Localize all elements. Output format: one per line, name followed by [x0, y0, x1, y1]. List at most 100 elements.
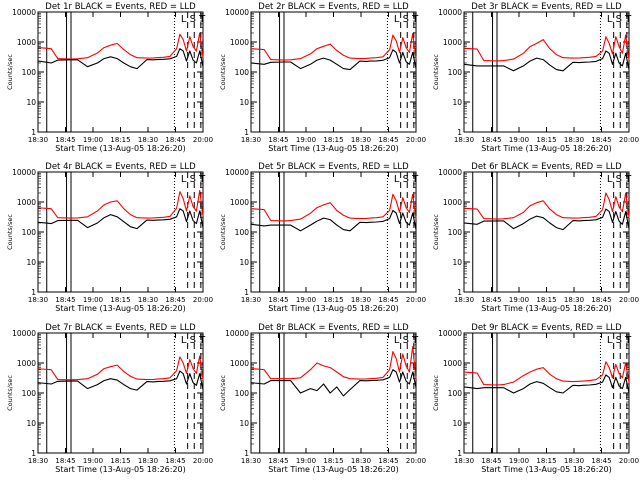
panel-det-5: Det 5r BLACK = Events, RED = LLD 1 10 100 10… [219, 162, 426, 313]
x-tick-label: 19:00 [83, 296, 103, 304]
y-tick-label: 1 [457, 288, 462, 297]
x-tick-label: 18:15 [110, 136, 130, 144]
series-line-lld [463, 34, 630, 62]
series-line-lld [250, 193, 417, 222]
y-tick-label: 10 [239, 258, 249, 267]
plot-frame [463, 171, 630, 293]
x-axis-label: Start Time (13-Aug-05 18:26:20) [481, 144, 612, 153]
plot-frame [463, 332, 630, 454]
y-axis-label: Counts/sec [6, 214, 14, 250]
panel-title: Det 2r BLACK = Events, RED = LLD [258, 2, 409, 12]
x-tick-label: 19:00 [509, 296, 529, 304]
x-tick-label: 18:15 [323, 136, 343, 144]
panel-det-1: Det 1r BLACK = Events, RED = LLD 1 10 100 10… [6, 2, 213, 153]
y-tick-label: 10000 [225, 329, 249, 338]
x-tick-label: 18:45 [165, 296, 185, 304]
x-axis-label: Start Time (13-Aug-05 18:26:20) [268, 144, 399, 153]
y-tick-label: 100 [448, 389, 463, 398]
x-tick-label: 20:00 [406, 136, 426, 144]
x-tick-label: 18:45 [165, 457, 185, 465]
y-axis-label: Counts/sec [219, 214, 227, 250]
y-tick-label: 1000 [230, 198, 249, 207]
panel-title: Det 7r BLACK = Events, RED = LLD [45, 323, 196, 333]
interval-marker-text: L S T [181, 335, 206, 346]
plot-frame [37, 332, 204, 454]
interval-marker-text: L S T [607, 174, 632, 185]
x-tick-label: 18:45 [591, 457, 611, 465]
series-line-events [463, 374, 630, 394]
x-tick-label: 18:45 [481, 457, 501, 465]
x-tick-label: 18:30 [351, 296, 371, 304]
x-tick-label: 20:00 [619, 296, 639, 304]
series-line-events [250, 209, 417, 232]
series-line-events [463, 208, 630, 231]
y-tick-label: 1000 [17, 359, 36, 368]
y-tick-label: 1 [244, 449, 249, 458]
x-tick-label: 18:45 [55, 136, 75, 144]
y-tick-label: 10000 [438, 329, 462, 338]
series-line-lld [250, 33, 417, 61]
interval-marker-text: L S T [181, 174, 206, 185]
y-tick-label: 1 [31, 128, 36, 137]
y-tick-label: 1000 [443, 359, 462, 368]
x-tick-label: 18:15 [536, 296, 556, 304]
y-axis-label: Counts/sec [6, 375, 14, 411]
x-tick-label: 18:30 [564, 136, 584, 144]
panel-det-9: Det 9r BLACK = Events, RED = LLD 1 10 100 10… [432, 323, 639, 474]
x-tick-label: 18:30 [454, 296, 474, 304]
y-tick-label: 100 [448, 228, 463, 237]
x-axis-label: Start Time (13-Aug-05 18:26:20) [55, 144, 186, 153]
x-tick-label: 18:45 [591, 136, 611, 144]
y-tick-label: 10 [452, 258, 462, 267]
x-tick-label: 18:15 [536, 136, 556, 144]
x-tick-label: 19:00 [509, 457, 529, 465]
x-tick-label: 18:15 [323, 457, 343, 465]
y-tick-label: 100 [22, 389, 37, 398]
plot-frame [250, 332, 417, 454]
y-tick-label: 100 [235, 228, 250, 237]
y-tick-label: 10 [239, 419, 249, 428]
x-axis-label: Start Time (13-Aug-05 18:26:20) [268, 304, 399, 313]
x-tick-label: 20:00 [193, 457, 213, 465]
interval-marker-text: L S T [394, 14, 419, 25]
x-axis-label: Start Time (13-Aug-05 18:26:20) [481, 304, 612, 313]
y-tick-label: 100 [235, 389, 250, 398]
x-tick-label: 18:30 [241, 296, 261, 304]
y-axis-label: Counts/sec [432, 214, 440, 250]
x-tick-label: 19:00 [509, 136, 529, 144]
x-tick-label: 18:30 [28, 457, 48, 465]
x-tick-label: 18:30 [138, 296, 158, 304]
x-tick-label: 18:30 [138, 136, 158, 144]
x-tick-label: 19:00 [83, 136, 103, 144]
y-tick-label: 10 [452, 419, 462, 428]
x-axis-label: Start Time (13-Aug-05 18:26:20) [268, 465, 399, 474]
x-tick-label: 18:45 [165, 136, 185, 144]
x-tick-label: 18:45 [481, 296, 501, 304]
plot-frame [250, 171, 417, 293]
y-tick-label: 1 [457, 449, 462, 458]
series-line-events [37, 370, 204, 391]
y-tick-label: 1 [457, 128, 462, 137]
y-axis-label: Counts/sec [219, 54, 227, 90]
x-tick-label: 19:00 [296, 296, 316, 304]
y-tick-label: 1000 [230, 38, 249, 47]
x-tick-label: 18:30 [138, 457, 158, 465]
y-tick-label: 10000 [225, 8, 249, 17]
y-axis-label: Counts/sec [6, 54, 14, 90]
x-tick-label: 20:00 [406, 457, 426, 465]
panel-det-4: Det 4r BLACK = Events, RED = LLD 1 10 100 10… [6, 162, 213, 313]
panel-title: Det 1r BLACK = Events, RED = LLD [45, 2, 196, 12]
y-tick-label: 10000 [12, 168, 36, 177]
y-axis-label: Counts/sec [432, 54, 440, 90]
plot-frame [250, 11, 417, 133]
x-tick-label: 18:30 [351, 136, 371, 144]
y-tick-label: 10000 [12, 329, 36, 338]
x-axis-label: Start Time (13-Aug-05 18:26:20) [55, 304, 186, 313]
x-tick-label: 18:15 [110, 457, 130, 465]
y-tick-label: 10 [239, 98, 249, 107]
x-tick-label: 18:30 [564, 296, 584, 304]
y-tick-label: 10 [26, 98, 36, 107]
y-tick-label: 10000 [225, 168, 249, 177]
series-line-lld [37, 355, 204, 381]
series-line-lld [250, 346, 417, 380]
